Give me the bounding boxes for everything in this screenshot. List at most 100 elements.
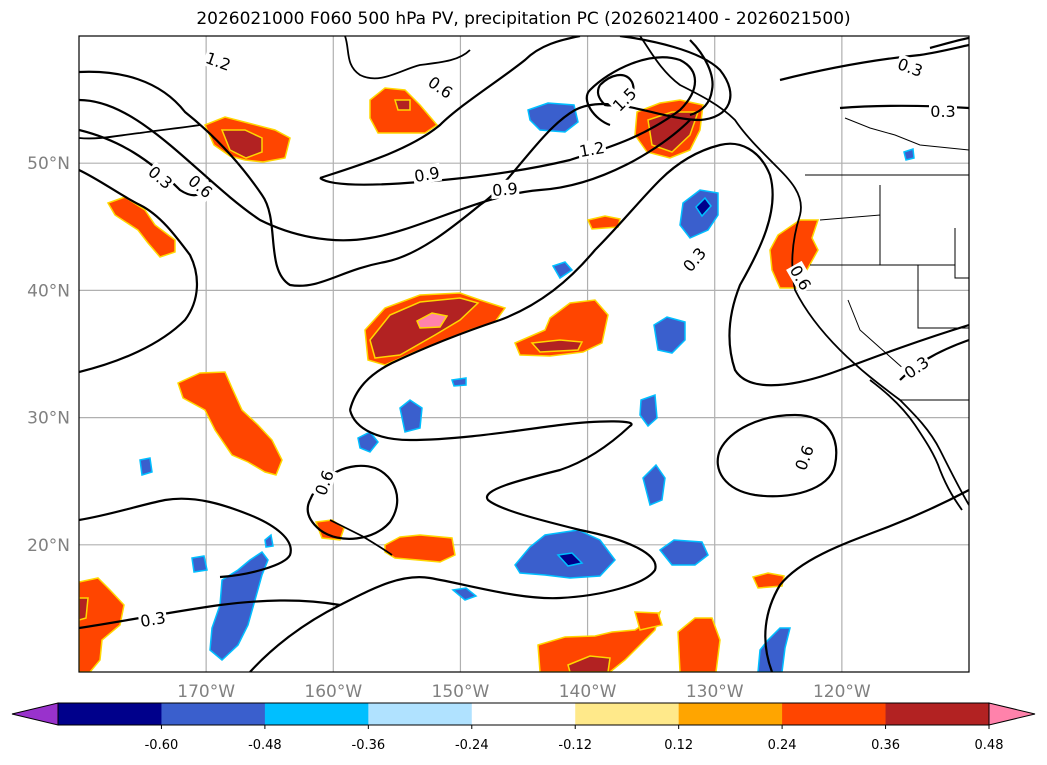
contour-label-background <box>137 607 169 631</box>
precip-blob <box>79 597 89 621</box>
lat-tick-label: 20°N <box>27 536 70 556</box>
colorbar-extend-high <box>989 703 1035 725</box>
precip-blob <box>679 189 719 239</box>
border-state <box>847 299 906 371</box>
pv-contour-label: 0.6 <box>424 73 456 103</box>
pv-contour-label: 0.3 <box>901 353 933 383</box>
pv-contour-labels: 1.20.6 1.51.20.90.90.3 0.60.30.30.30.60.60… <box>137 47 957 631</box>
precip-blob <box>393 99 411 111</box>
lon-tick-label: 120°W <box>813 682 871 702</box>
precip-blob <box>527 102 579 133</box>
lat-tick-label: 30°N <box>27 409 70 429</box>
colorbar-outline-right <box>988 702 1036 726</box>
pv-contour <box>779 43 969 82</box>
lon-tick-label: 130°W <box>686 682 744 702</box>
pv-contour <box>79 497 292 579</box>
contour-label-background <box>490 178 520 200</box>
lon-tick-label: 140°W <box>559 682 617 702</box>
contour-label-background <box>790 441 818 474</box>
pv-contour <box>348 142 969 411</box>
colorbar-tick-label: -0.36 <box>352 738 386 753</box>
pv-contour <box>79 98 691 242</box>
precip-blob <box>264 533 274 548</box>
pv-contour <box>79 36 732 287</box>
lat-tick-label: 50°N <box>27 154 70 174</box>
precip-blob <box>639 393 658 428</box>
pv-contour-label: 0.3 <box>930 102 955 121</box>
precip-blob <box>177 371 283 476</box>
colorbar-tick-label: -0.60 <box>145 738 179 753</box>
colorbar-segment <box>575 703 680 725</box>
precip-blob <box>677 617 721 672</box>
precip-negative-anomalies <box>139 102 915 672</box>
border-canada <box>844 117 969 151</box>
precip-blob <box>451 377 467 387</box>
colorbar-segment <box>368 703 473 725</box>
colorbar-tick-label: -0.24 <box>455 738 489 753</box>
border-state <box>819 214 881 266</box>
precip-blob <box>634 611 663 631</box>
border-state <box>917 265 969 329</box>
colorbar-segment <box>678 703 783 725</box>
colorbar-segment <box>58 703 162 725</box>
pv-contour <box>79 169 199 374</box>
precip-blob <box>903 147 915 161</box>
pv-contour <box>716 413 838 498</box>
pv-contour-label: 1.5 <box>609 84 640 115</box>
precip-blob <box>642 463 666 507</box>
colorbar-segment <box>885 703 990 725</box>
contour-label-background <box>202 47 235 75</box>
figure-title: 2026021000 F060 500 hPa PV, precipitatio… <box>196 9 851 29</box>
precip-blob <box>537 609 662 672</box>
coastline-alaska <box>344 36 471 80</box>
political-borders <box>805 117 969 401</box>
contour-label-background <box>678 242 711 276</box>
coastline-aleutians <box>79 124 201 140</box>
lon-tick-label: 160°W <box>304 682 362 702</box>
colorbar-segment <box>264 703 369 725</box>
precip-blob <box>551 261 574 280</box>
contour-label-background <box>894 53 927 81</box>
contour-label-background <box>786 260 816 295</box>
contour-label-background <box>423 71 458 103</box>
pv-contour <box>306 464 399 540</box>
precip-blob <box>220 129 263 159</box>
pv-contour-label: 0.3 <box>679 244 710 276</box>
colorbar-tick-label: 0.12 <box>664 738 693 753</box>
precip-blob <box>451 587 478 601</box>
border-state <box>954 228 969 279</box>
contour-label-background <box>608 83 641 116</box>
precip-blob <box>384 534 456 563</box>
coastline-hawaii <box>329 519 393 556</box>
pv-contour-label: 0.6 <box>184 171 216 202</box>
colorbar-segments <box>12 703 1035 725</box>
lon-tick-label: 170°W <box>177 682 235 702</box>
contour-label-background <box>184 170 218 203</box>
colorbar-ticks: -0.60 -0.48 -0.36 -0.24 -0.12 0.12 0.24 0.36 0.4… <box>145 725 1003 753</box>
contour-label-background <box>144 161 178 194</box>
colorbar-tick-label: 0.36 <box>871 738 900 753</box>
precip-blob <box>586 215 621 230</box>
pv-contour-label: 0.3 <box>139 608 167 631</box>
contour-label-background <box>411 162 443 186</box>
precip-blob <box>314 519 345 541</box>
precip-blob <box>191 555 208 573</box>
precip-blob <box>530 339 584 353</box>
pv-contour <box>764 489 969 672</box>
precip-blob <box>209 550 269 662</box>
pv-contour <box>319 36 581 180</box>
lat-tick-label: 40°N <box>27 281 70 301</box>
precip-blob <box>567 655 611 672</box>
colorbar-segment <box>161 703 266 725</box>
pv-contour <box>249 409 657 672</box>
contour-label-background <box>929 102 957 120</box>
map-area: 1.20.6 1.51.20.90.90.3 0.60.30.30.30.60.60… <box>79 36 969 672</box>
precip-blob <box>757 627 791 672</box>
pv-contour-label: 0.9 <box>413 163 441 186</box>
coastline-baja <box>869 379 963 511</box>
pv-contour-label: 0.9 <box>491 179 518 200</box>
pv-contour-label: 1.2 <box>578 138 606 161</box>
precip-blob <box>653 316 686 354</box>
colorbar: -0.60 -0.48 -0.36 -0.24 -0.12 0.12 0.24 0.36 0.4… <box>11 702 1036 753</box>
contour-label-background <box>310 466 338 499</box>
